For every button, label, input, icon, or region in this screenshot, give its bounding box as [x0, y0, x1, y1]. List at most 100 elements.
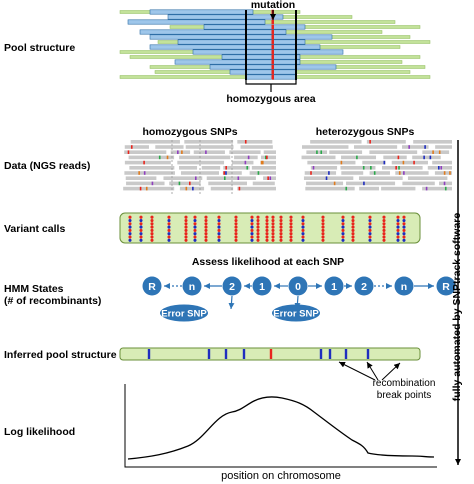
pool-read-blue [221, 54, 301, 60]
ngs-read-snp [424, 145, 426, 149]
variant-call-dot [150, 218, 154, 223]
variant-call-dot [250, 225, 254, 229]
heterozygous-snps-label: heterozygous SNPs [315, 126, 415, 138]
variant-call-dot [265, 235, 269, 239]
ngs-read-snp [438, 150, 441, 154]
variant-call-dot [289, 215, 293, 219]
inferred-marker [242, 349, 246, 359]
variant-call-dot [321, 238, 325, 242]
variant-call-dot [256, 215, 260, 219]
ngs-read-snp [139, 186, 142, 191]
ngs-read-snp [166, 155, 169, 160]
pool-read-blue [149, 34, 333, 40]
ngs-read [301, 155, 336, 160]
variant-call-dot [256, 225, 260, 229]
ngs-read [305, 186, 355, 191]
ngs-read [206, 176, 256, 180]
ngs-read [391, 160, 428, 165]
variant-call-dot [256, 218, 260, 223]
variant-call-dot [265, 225, 269, 229]
pool-read-blue [139, 29, 287, 35]
variant-call-dot [341, 225, 345, 229]
variant-call-dot [321, 218, 325, 223]
variant-call-dot [204, 222, 208, 226]
variant-call-dot [150, 225, 154, 229]
variant-call-dot [402, 228, 406, 232]
hmm-error-label: Error SNP [273, 309, 319, 320]
ngs-read [251, 166, 276, 170]
variant-call-dot [167, 225, 171, 229]
ngs-read [402, 145, 429, 149]
variant-call-dot [193, 215, 197, 219]
ngs-read-snp [143, 171, 146, 175]
variant-call-dot [289, 222, 293, 226]
variant-call-dot [250, 235, 254, 239]
ngs-read [208, 181, 247, 186]
row-label-data: Data (NGS reads) [4, 160, 91, 172]
variant-call-dot [271, 215, 275, 219]
ngs-read-snp [185, 186, 188, 191]
ngs-read-snp [408, 145, 410, 149]
variant-call-dot [402, 232, 406, 236]
variant-call-markers [128, 215, 406, 242]
variant-call-dot [128, 222, 132, 226]
ngs-read [439, 181, 452, 186]
variant-call-dot [402, 238, 406, 242]
variant-call-dot [184, 215, 188, 219]
variant-call-dot [139, 218, 143, 223]
ngs-read-snp [225, 166, 227, 170]
loglik-curve [127, 396, 435, 460]
variant-call-dot [217, 228, 221, 232]
variant-call-dot [271, 222, 275, 226]
variant-call-dot [341, 232, 345, 236]
homozygous-area-label: homozygous area [226, 93, 316, 105]
ngs-read-snp [310, 171, 312, 175]
mutation-site [271, 74, 274, 80]
ngs-read-snp [440, 166, 443, 170]
hmm-state-circle [288, 276, 308, 296]
hmm-state-label: n [189, 281, 195, 293]
variant-call-dot [351, 228, 355, 232]
ngs-read [260, 160, 276, 165]
variant-call-dot [234, 218, 238, 223]
ngs-read [434, 171, 452, 175]
variant-call-dot [265, 232, 269, 236]
ngs-read [193, 150, 225, 154]
variant-call-dot [382, 232, 386, 236]
variant-call-dot [341, 228, 345, 232]
ngs-read-snp [223, 176, 226, 180]
ngs-read [240, 145, 273, 149]
ngs-read [263, 150, 276, 154]
homozygous-snps-label: homozygous SNPs [142, 126, 238, 138]
ngs-read [354, 145, 398, 149]
ngs-read [359, 176, 403, 180]
variant-call-dot [128, 238, 132, 242]
ngs-read [366, 140, 406, 144]
pool-read-blue [229, 69, 297, 75]
variant-call-dot [204, 228, 208, 232]
variant-call-dot [167, 215, 171, 219]
pool-read-blue [149, 44, 321, 50]
ngs-read [177, 160, 225, 165]
hmm-state-circle [436, 276, 456, 296]
variant-call-dot [256, 228, 260, 232]
variant-call-dot [289, 225, 293, 229]
hmm-state-label: 1 [259, 281, 265, 293]
variant-call-dot [184, 225, 188, 229]
variant-call-dot [382, 222, 386, 226]
ngs-read [359, 186, 379, 191]
variant-call-dot [167, 218, 171, 223]
ngs-read-snp [413, 160, 415, 165]
variant-call-dot [382, 218, 386, 223]
row-label-variant: Variant calls [4, 223, 66, 235]
hmm-state-circle [252, 276, 272, 296]
variant-call-dot [368, 222, 372, 226]
variant-call-dot [234, 222, 238, 226]
variant-call-dot [234, 215, 238, 219]
variant-call-dot [128, 228, 132, 232]
variant-call-dot [321, 232, 325, 236]
ngs-read [306, 181, 344, 186]
row-label-inferred: Inferred pool structure [4, 349, 117, 361]
ngs-read-snp [398, 171, 401, 175]
variant-call-dot [193, 228, 197, 232]
